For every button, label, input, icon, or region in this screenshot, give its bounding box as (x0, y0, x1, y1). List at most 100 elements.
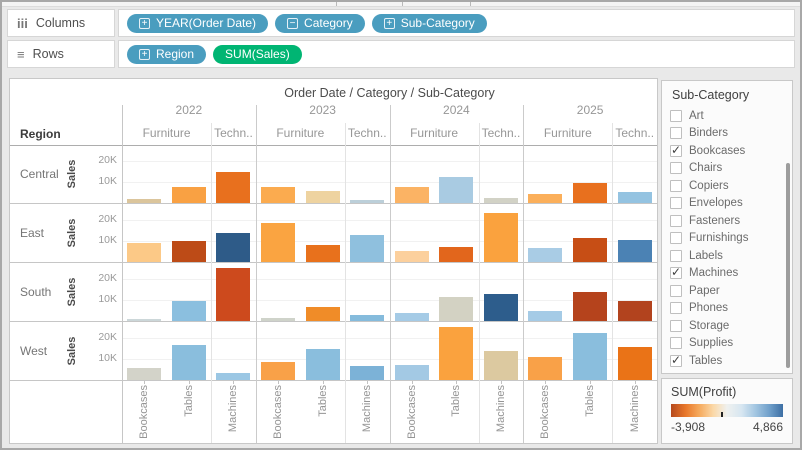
subcategory-label-tables-2025[interactable]: Tables (568, 381, 613, 441)
region-label-south[interactable]: South (20, 285, 52, 299)
bar-west-2022-machines[interactable] (216, 373, 251, 380)
region-label-east[interactable]: East (20, 226, 45, 240)
bar-south-2024-tables[interactable] (439, 297, 474, 321)
unchecked-checkbox[interactable] (670, 249, 682, 262)
bar-west-2025-machines[interactable] (617, 347, 652, 380)
filter-item-bookcases[interactable]: ✓ Bookcases (670, 142, 792, 160)
rows-pills-area[interactable]: + Region SUM(Sales) (118, 40, 795, 68)
bar-south-2024-bookcases[interactable] (394, 313, 429, 321)
bar-east-2023-tables[interactable] (305, 245, 340, 262)
bar-central-2022-tables[interactable] (171, 187, 206, 203)
bar-west-2025-tables[interactable] (573, 333, 608, 380)
bar-west-2023-tables[interactable] (305, 349, 340, 380)
bar-west-2024-machines[interactable] (483, 351, 518, 380)
subcategory-label-bookcases-2023[interactable]: Bookcases (256, 381, 301, 441)
bar-west-2023-bookcases[interactable] (261, 362, 296, 380)
category-header-techn-2024[interactable]: Techn.. (481, 126, 521, 140)
subcategory-label-bookcases-2024[interactable]: Bookcases (389, 381, 434, 441)
unchecked-checkbox[interactable] (670, 284, 682, 297)
filter-item-labels[interactable]: Labels (670, 247, 792, 265)
filter-item-copiers[interactable]: Copiers (670, 177, 792, 195)
unchecked-checkbox[interactable] (670, 127, 682, 140)
category-header-furniture-2022[interactable]: Furniture (142, 126, 191, 140)
bar-south-2023-bookcases[interactable] (261, 318, 296, 321)
subcategory-label-machines-2022[interactable]: Machines (211, 381, 256, 441)
bar-south-2022-tables[interactable] (171, 301, 206, 321)
bar-east-2022-tables[interactable] (171, 241, 206, 262)
bar-west-2025-bookcases[interactable] (528, 357, 563, 380)
legend-gradient-bar[interactable] (671, 404, 783, 417)
bar-east-2023-bookcases[interactable] (261, 223, 296, 262)
category-header-techn-2022[interactable]: Techn.. (214, 126, 253, 140)
plus-box-icon[interactable]: + (139, 17, 150, 29)
year-header-2024[interactable]: 2024 (443, 103, 470, 117)
bar-west-2024-tables[interactable] (439, 327, 474, 380)
unchecked-checkbox[interactable] (670, 109, 682, 122)
bar-west-2022-bookcases[interactable] (127, 368, 162, 380)
pill-category[interactable]: − Category (275, 13, 365, 33)
bar-central-2023-tables[interactable] (305, 191, 340, 203)
subcategory-label-tables-2023[interactable]: Tables (300, 381, 345, 441)
category-header-techn-2025[interactable]: Techn.. (615, 126, 655, 140)
bar-south-2025-machines[interactable] (617, 301, 652, 321)
subcategory-label-bookcases-2022[interactable]: Bookcases (122, 381, 167, 441)
bar-west-2022-tables[interactable] (171, 345, 206, 380)
plus-box-icon[interactable]: + (139, 48, 150, 60)
filter-item-art[interactable]: Art (670, 107, 792, 125)
bar-west-2024-bookcases[interactable] (394, 365, 429, 380)
bar-south-2024-machines[interactable] (483, 294, 518, 321)
pill-year-order-date[interactable]: + YEAR(Order Date) (127, 13, 269, 33)
pill-sum-sales[interactable]: SUM(Sales) (213, 44, 302, 64)
unchecked-checkbox[interactable] (670, 337, 682, 350)
filter-item-fasteners[interactable]: Fasteners (670, 212, 792, 230)
bar-central-2024-bookcases[interactable] (394, 187, 429, 203)
unchecked-checkbox[interactable] (670, 162, 682, 175)
bar-east-2024-tables[interactable] (439, 247, 474, 262)
subcategory-label-machines-2024[interactable]: Machines (479, 381, 524, 441)
checked-checkbox[interactable]: ✓ (670, 265, 682, 280)
filter-item-storage[interactable]: Storage (670, 317, 792, 335)
bar-central-2023-machines[interactable] (350, 200, 385, 203)
pill-sub-category[interactable]: + Sub-Category (371, 13, 487, 33)
subcategory-label-machines-2023[interactable]: Machines (345, 381, 390, 441)
bar-west-2023-machines[interactable] (350, 366, 385, 380)
bar-central-2025-bookcases[interactable] (528, 194, 563, 203)
bar-east-2025-machines[interactable] (617, 240, 652, 262)
bar-east-2022-machines[interactable] (216, 233, 251, 262)
filter-scrollbar[interactable] (786, 163, 790, 368)
subcategory-label-tables-2022[interactable]: Tables (167, 381, 212, 441)
filter-item-machines[interactable]: ✓ Machines (670, 265, 792, 283)
bar-east-2025-tables[interactable] (573, 238, 608, 262)
subcategory-label-tables-2024[interactable]: Tables (434, 381, 479, 441)
bar-central-2024-machines[interactable] (483, 198, 518, 203)
category-header-furniture-2025[interactable]: Furniture (543, 126, 592, 140)
filter-item-binders[interactable]: Binders (670, 125, 792, 143)
subcategory-label-bookcases-2025[interactable]: Bookcases (523, 381, 568, 441)
unchecked-checkbox[interactable] (670, 179, 682, 192)
filter-item-paper[interactable]: Paper (670, 282, 792, 300)
filter-item-chairs[interactable]: Chairs (670, 160, 792, 178)
unchecked-checkbox[interactable] (670, 214, 682, 227)
unchecked-checkbox[interactable] (670, 232, 682, 245)
unchecked-checkbox[interactable] (670, 302, 682, 315)
checked-checkbox[interactable]: ✓ (670, 143, 682, 157)
minus-box-icon[interactable]: − (287, 17, 299, 29)
category-header-techn-2023[interactable]: Techn.. (347, 126, 387, 140)
bar-south-2023-machines[interactable] (350, 315, 385, 321)
bar-south-2025-bookcases[interactable] (528, 311, 563, 321)
bar-east-2022-bookcases[interactable] (127, 243, 162, 262)
bar-central-2024-tables[interactable] (439, 177, 474, 203)
bar-east-2023-machines[interactable] (350, 235, 385, 262)
bar-central-2025-machines[interactable] (617, 192, 652, 203)
bar-central-2025-tables[interactable] (573, 183, 608, 203)
filter-item-furnishings[interactable]: Furnishings (670, 230, 792, 248)
filter-item-envelopes[interactable]: Envelopes (670, 195, 792, 213)
bar-south-2022-bookcases[interactable] (127, 319, 162, 321)
bar-east-2024-machines[interactable] (483, 213, 518, 262)
subcategory-label-machines-2025[interactable]: Machines (612, 381, 657, 441)
filter-item-supplies[interactable]: Supplies (670, 335, 792, 353)
bar-central-2022-machines[interactable] (216, 172, 251, 203)
checked-checkbox[interactable]: ✓ (670, 353, 682, 367)
filter-item-phones[interactable]: Phones (670, 300, 792, 318)
year-header-2022[interactable]: 2022 (175, 103, 203, 117)
